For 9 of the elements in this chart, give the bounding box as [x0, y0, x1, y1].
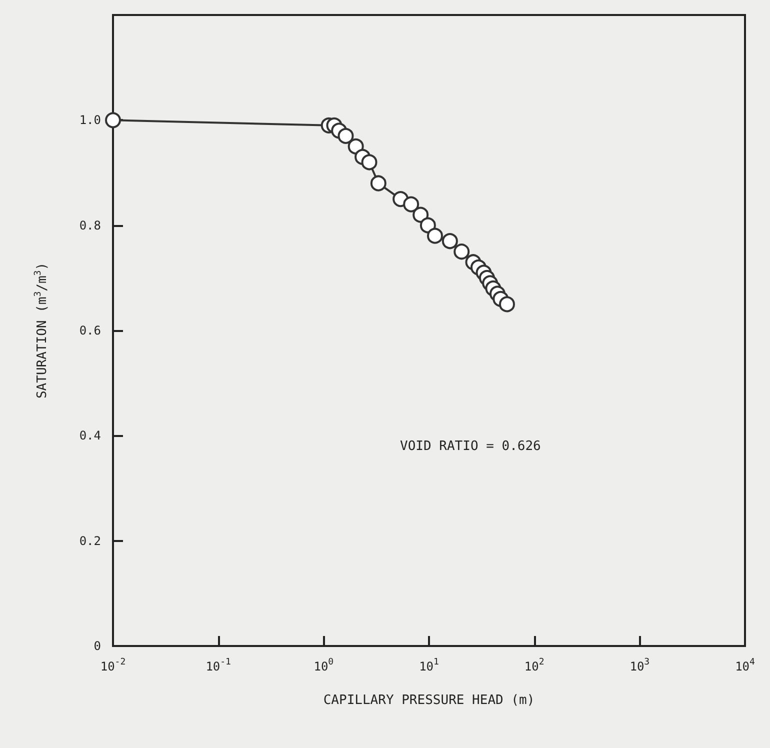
- y-tick-label: 0.2: [79, 534, 101, 548]
- y-tick-label: 0: [94, 639, 101, 653]
- annotation: VOID RATIO = 0.626: [400, 439, 541, 454]
- y-tick-label: 0.8: [79, 218, 101, 232]
- x-axis-title: CAPILLARY PRESSURE HEAD (m): [323, 693, 535, 708]
- y-tick-label: 0.6: [79, 324, 101, 338]
- y-axis-title: SATURATION (m3/m3): [34, 262, 50, 399]
- y-tick-label: 1.0: [79, 113, 101, 128]
- y-tick-label: 0.4: [79, 428, 101, 443]
